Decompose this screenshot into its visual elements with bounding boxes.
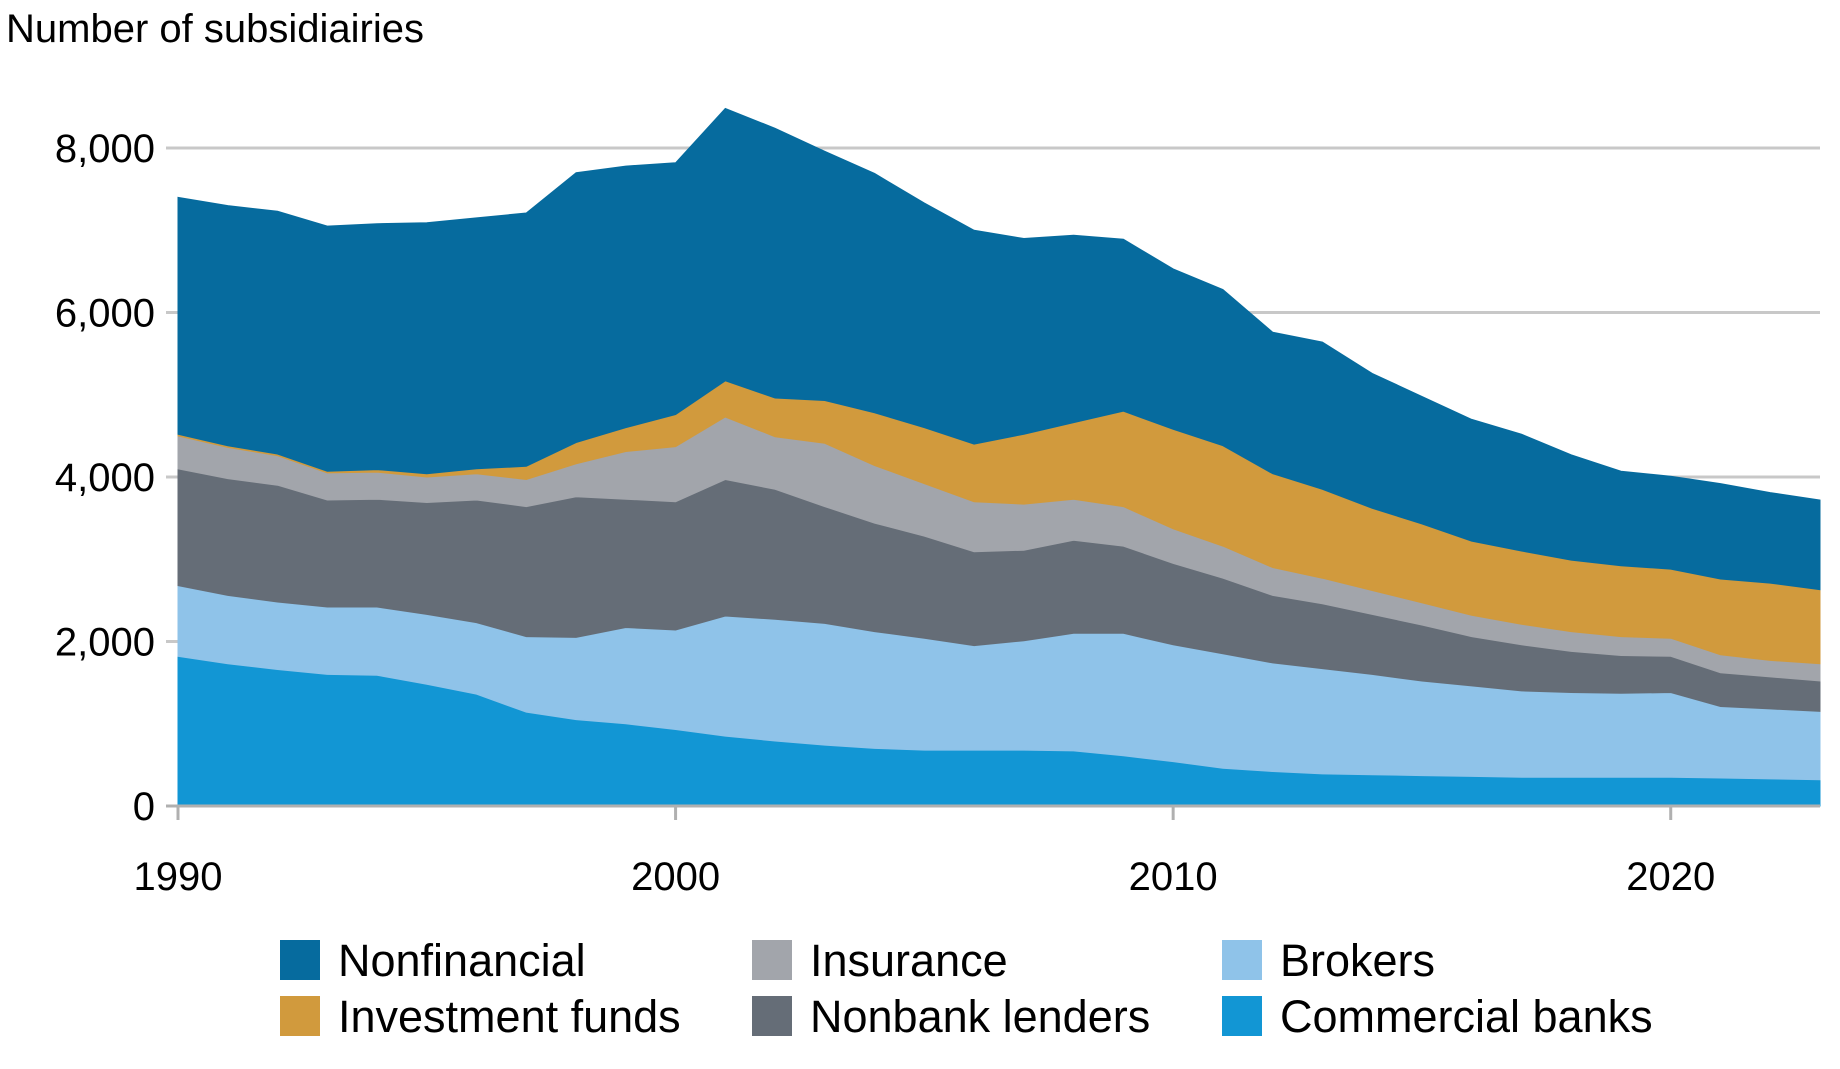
legend-swatch xyxy=(1222,996,1262,1036)
legend-item-commercial-banks: Commercial banks xyxy=(1222,991,1653,1042)
legend-item-nonbank-lenders: Nonbank lenders xyxy=(752,991,1150,1042)
legend-item-investment-funds: Investment funds xyxy=(280,991,681,1042)
y-tick-label: 2,000 xyxy=(55,621,155,665)
y-axis-ticks: 0 2,000 4,000 6,000 8,000 xyxy=(55,127,155,829)
y-tick-label: 4,000 xyxy=(55,456,155,500)
legend-label: Brokers xyxy=(1280,935,1435,986)
x-tick-label: 1990 xyxy=(134,855,223,899)
legend-label: Nonbank lenders xyxy=(810,991,1150,1042)
legend-label: Commercial banks xyxy=(1280,991,1653,1042)
x-tick-label: 2000 xyxy=(631,855,720,899)
legend-label: Nonfinancial xyxy=(338,935,586,986)
legend-swatch xyxy=(280,940,320,980)
x-tick-label: 2020 xyxy=(1626,855,1715,899)
legend-item-insurance: Insurance xyxy=(752,935,1008,986)
legend-swatch xyxy=(280,996,320,1036)
area-nonfinancial xyxy=(177,107,1821,591)
legend-swatch xyxy=(1222,940,1262,980)
legend-label: Insurance xyxy=(810,935,1008,986)
legend-label: Investment funds xyxy=(338,991,681,1042)
y-tick-label: 8,000 xyxy=(55,127,155,171)
legend-swatch xyxy=(752,940,792,980)
x-axis xyxy=(166,804,1820,820)
legend-item-brokers: Brokers xyxy=(1222,935,1435,986)
y-axis-label: Number of subsidiairies xyxy=(6,7,424,51)
y-tick-label: 0 xyxy=(133,785,155,829)
x-axis-ticks: 1990 2000 2010 2020 xyxy=(134,855,1716,899)
x-tick-label: 2010 xyxy=(1129,855,1218,899)
area-series xyxy=(177,107,1821,807)
y-tick-label: 6,000 xyxy=(55,292,155,336)
legend-swatch xyxy=(752,996,792,1036)
legend-item-nonfinancial: Nonfinancial xyxy=(280,935,586,986)
